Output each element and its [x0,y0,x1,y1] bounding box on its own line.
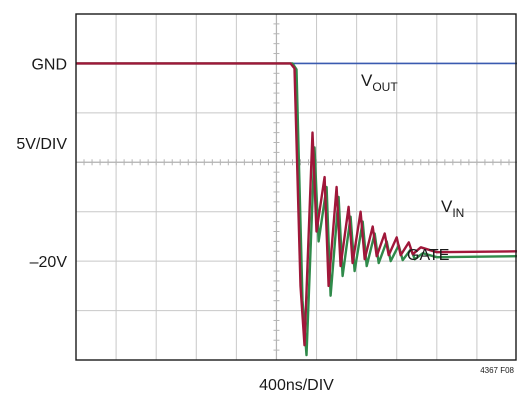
vin-label-main: V [441,197,453,216]
trace-gate [76,62,517,357]
gate-series-label: GATE [407,247,449,264]
x-axis-label: 400ns/DIV [259,377,334,394]
vout-series-label: VOUT [361,71,398,94]
neg20-label: –20V [30,254,68,271]
trace-vin [76,62,517,347]
grid [76,14,517,360]
traces [76,62,517,357]
y-axis-label: 5V/DIV [16,136,67,153]
gnd-label: GND [31,56,67,73]
figure-id: 4367 F08 [480,366,514,375]
vout-label-main: V [361,71,373,90]
vin-series-label: VIN [441,197,464,220]
vout-label-sub: OUT [372,80,398,94]
plot-frame [75,13,517,361]
vin-label-sub: IN [452,206,464,220]
